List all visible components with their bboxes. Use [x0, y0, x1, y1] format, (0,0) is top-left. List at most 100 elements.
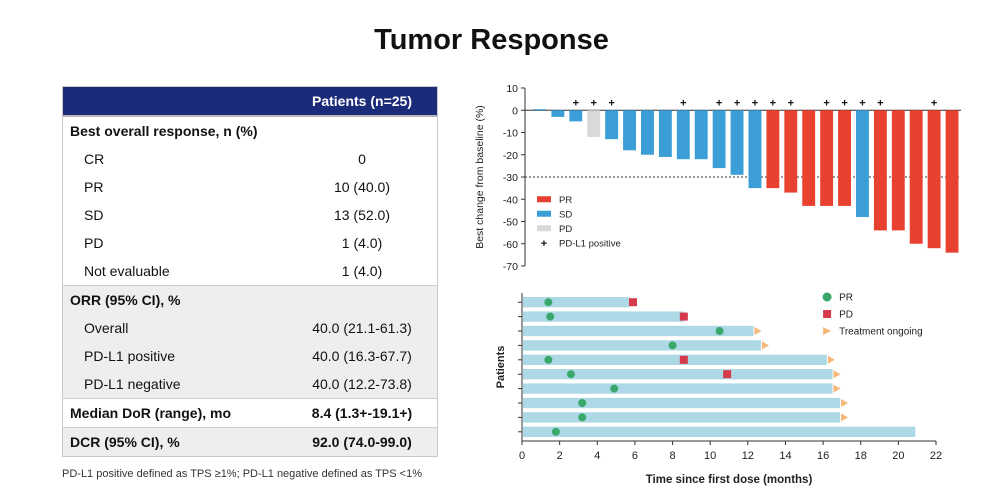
row-label: Overall — [62, 314, 287, 342]
swimmer-bar-10 — [523, 426, 916, 437]
swimmer-bar-3 — [523, 325, 754, 337]
row-value: 8.4 (1.3+-19.1+) — [287, 398, 438, 428]
ongoing-marker — [833, 384, 841, 393]
waterfall-bar-18 — [838, 110, 851, 206]
swimmer-bar-8 — [523, 397, 841, 409]
pr-marker — [566, 370, 575, 379]
pr-marker — [544, 298, 553, 307]
pdl1-positive-marker: + — [841, 97, 847, 109]
swimmer-bar-1 — [523, 297, 630, 308]
x-tick-label: 12 — [742, 450, 754, 462]
ongoing-marker — [754, 327, 762, 335]
row-value: 40.0 (16.3-67.7) — [287, 342, 438, 370]
swimmer-bar-5 — [523, 354, 827, 365]
table-row: PR 10 (40.0) — [63, 173, 438, 201]
waterfall-bar-10 — [694, 110, 708, 160]
section-header-orr: ORR (95% CI), % — [62, 285, 438, 314]
y-tick-label: -40 — [503, 194, 518, 206]
ongoing-marker — [841, 413, 849, 422]
pdl1-positive-marker: + — [590, 97, 596, 109]
tumor-response-table: Patients (n=25) Best overall response, n… — [62, 86, 438, 457]
pdl1-positive-marker: + — [931, 97, 937, 109]
y-axis-label: Best change from baseline (%) — [474, 105, 486, 249]
waterfall-bar-5 — [605, 110, 619, 140]
table-row: SD 13 (52.0) — [63, 201, 438, 229]
waterfall-bar-17 — [820, 110, 834, 206]
waterfall-bar-21 — [891, 110, 905, 231]
x-tick-label: 4 — [594, 450, 600, 462]
legend-label: PD — [839, 310, 853, 321]
pdl1-positive-marker: + — [734, 97, 740, 109]
table-row: CR 0 — [63, 145, 438, 173]
legend-ongoing-marker — [823, 327, 832, 335]
x-tick-label: 0 — [519, 450, 525, 462]
swimmer-bar-7 — [523, 383, 833, 394]
pd-marker — [629, 298, 638, 307]
row-value: 1 (4.0) — [341, 235, 383, 251]
x-tick-label: 18 — [855, 450, 867, 462]
row-label: PR — [84, 179, 104, 195]
waterfall-bar-2 — [551, 110, 565, 117]
waterfall-bar-8 — [658, 110, 672, 157]
x-tick-label: 2 — [557, 450, 563, 462]
legend-swatch-pr — [537, 196, 551, 203]
y-tick-label: -10 — [503, 128, 518, 140]
row-value: 92.0 (74.0-99.0) — [287, 427, 438, 457]
x-tick-label: 6 — [632, 450, 638, 462]
row-label: Not evaluable — [84, 263, 170, 279]
waterfall-bar-16 — [802, 110, 816, 206]
pd-marker — [723, 370, 732, 379]
page-title: Tumor Response — [374, 24, 609, 56]
row-value: 13 (52.0) — [333, 207, 391, 223]
legend-label: Treatment ongoing — [839, 327, 923, 338]
pdl1-positive-marker: + — [770, 97, 776, 109]
x-tick-label: 14 — [779, 450, 791, 462]
table-row: Overall 40.0 (21.1-61.3) — [62, 314, 438, 342]
legend-label: SD — [559, 209, 572, 220]
y-axis-label: Patients — [495, 346, 507, 389]
pd-marker — [679, 312, 688, 321]
x-tick-label: 10 — [704, 450, 716, 462]
ongoing-marker — [761, 341, 769, 350]
waterfall-bar-24 — [945, 110, 959, 253]
waterfall-bar-9 — [676, 110, 690, 160]
x-tick-label: 8 — [669, 450, 675, 462]
swimmer-plot: 0 2 4 6 8 10 12 14 16 18 20 22 Time since first dose… — [495, 292, 942, 486]
row-label: ORR (95% CI), % — [62, 285, 287, 314]
legend-label: PD-L1 positive — [559, 238, 621, 249]
ongoing-marker — [827, 355, 835, 364]
pd-marker — [679, 355, 688, 364]
ongoing-marker — [833, 370, 841, 379]
pdl1-positive-marker: + — [877, 97, 883, 109]
legend-pd-marker — [823, 310, 832, 318]
x-axis-label: Time since first dose (months) — [646, 474, 813, 486]
legend-label: PD — [559, 224, 572, 235]
legend-plus-symbol: + — [541, 238, 547, 250]
row-label: Best overall response, n (%) — [70, 123, 258, 139]
row-value — [287, 285, 438, 314]
waterfall-bar-6 — [623, 110, 636, 151]
header-label — [62, 86, 287, 117]
waterfall-bar-19 — [856, 110, 869, 218]
row-label: CR — [84, 151, 105, 167]
pdl1-positive-marker: + — [752, 97, 758, 109]
pdl1-positive-marker: + — [716, 97, 722, 109]
row-value: 1 (4.0) — [341, 263, 383, 279]
pdl1-positive-marker: + — [573, 97, 579, 109]
waterfall-bar-7 — [641, 110, 654, 155]
waterfall-bar-4 — [587, 110, 601, 137]
waterfall-chart: 10 0 -10 -20 -30 -40 -50 -60 -70 Best change from… — [474, 83, 961, 273]
waterfall-bar-22 — [909, 110, 923, 244]
pr-marker — [578, 399, 587, 407]
y-tick-label: 10 — [506, 83, 518, 95]
row-value: 40.0 (21.1-61.3) — [287, 314, 438, 342]
pr-marker — [578, 413, 587, 422]
x-tick-label: 16 — [817, 450, 829, 462]
table-row: PD-L1 negative 40.0 (12.2-73.8) — [62, 370, 438, 399]
pdl1-positive-marker: + — [788, 97, 794, 109]
legend-label: PR — [559, 195, 572, 206]
x-tick-label: 20 — [892, 450, 904, 462]
legend-pr-marker — [822, 292, 832, 302]
pdl1-positive-marker: + — [823, 97, 829, 109]
row-label: SD — [84, 207, 104, 223]
